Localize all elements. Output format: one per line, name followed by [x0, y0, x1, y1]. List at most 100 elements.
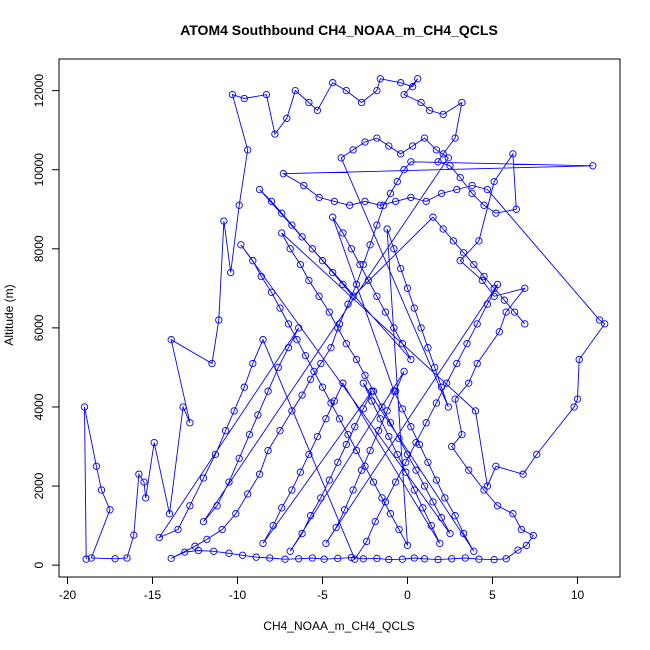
data-point [361, 138, 369, 146]
data-point [342, 86, 350, 95]
data-point [424, 458, 432, 466]
data-point [315, 193, 323, 202]
data-point [186, 502, 194, 510]
data-point [373, 134, 381, 142]
data-point [356, 260, 364, 269]
data-point [381, 308, 390, 316]
data-point [361, 371, 369, 379]
data-point [395, 525, 403, 534]
x-tick-label: 10 [571, 588, 585, 602]
data-point [264, 446, 272, 455]
data-point [339, 280, 347, 289]
data-point [288, 407, 296, 415]
data-point [400, 367, 408, 376]
data-point [465, 379, 473, 387]
data-point [395, 434, 403, 443]
data-point [278, 229, 286, 237]
data-point [335, 320, 344, 328]
data-point [174, 525, 182, 534]
x-tick-label: 5 [489, 588, 496, 602]
data-point [300, 181, 308, 190]
data-point [431, 363, 439, 372]
data-point [347, 553, 356, 562]
data-point [369, 478, 378, 486]
data-point [473, 359, 481, 368]
data-point [305, 450, 313, 459]
data-point [255, 185, 264, 194]
y-tick-label: 4000 [32, 393, 46, 420]
data-point [439, 150, 447, 158]
y-tick-label: 6000 [32, 314, 46, 341]
data-point [589, 162, 597, 170]
data-point [463, 340, 471, 348]
data-point [318, 257, 327, 265]
data-point [368, 387, 376, 395]
data-point [410, 554, 418, 562]
data-point [330, 397, 339, 405]
data-point [441, 494, 449, 502]
data-point [483, 300, 492, 308]
data-point [376, 415, 384, 423]
data-point [514, 546, 522, 554]
data-point [434, 555, 442, 564]
data-point [140, 478, 148, 486]
data-point [415, 440, 424, 449]
data-point [254, 411, 262, 419]
data-point [429, 498, 437, 506]
data-point [267, 197, 276, 206]
data-point [278, 504, 286, 512]
x-tick-label: -20 [59, 588, 77, 602]
data-point [150, 438, 158, 447]
data-point [106, 506, 114, 514]
data-point [232, 510, 240, 518]
data-point [420, 555, 429, 563]
data-point [414, 75, 422, 83]
data-point [407, 355, 415, 364]
data-point [490, 177, 498, 186]
data-point [80, 403, 89, 411]
data-point [437, 189, 446, 198]
y-tick-label: 0 [32, 561, 46, 568]
data-point [521, 320, 529, 328]
data-point [437, 383, 446, 391]
data-point [601, 320, 609, 328]
data-point [390, 387, 398, 395]
data-point [412, 466, 420, 474]
data-point [199, 517, 208, 526]
data-point [425, 106, 434, 115]
data-point [123, 554, 131, 562]
data-point [471, 407, 480, 415]
data-point [325, 308, 333, 316]
data-point [386, 189, 395, 198]
data-point [373, 86, 381, 95]
data-point [397, 79, 405, 87]
data-point [167, 336, 175, 344]
data-point [522, 541, 531, 550]
data-point [417, 98, 425, 107]
data-point [329, 213, 337, 221]
data-point [402, 458, 410, 466]
data-point [240, 94, 248, 103]
data-point [456, 173, 464, 182]
data-point [402, 468, 410, 476]
data-point [376, 201, 384, 209]
data-point [306, 375, 315, 383]
data-point [449, 237, 458, 245]
data-point [371, 517, 379, 526]
data-point [296, 468, 305, 476]
data-point [82, 555, 90, 563]
data-point [373, 554, 381, 563]
data-point [490, 284, 498, 292]
data-point [155, 533, 163, 542]
data-point [385, 432, 393, 441]
data-point [344, 300, 352, 308]
data-point [337, 154, 345, 162]
data-point [510, 308, 519, 316]
data-point [429, 213, 437, 221]
data-point [249, 257, 257, 265]
data-point [295, 324, 303, 332]
data-point [398, 405, 407, 413]
data-point [390, 245, 398, 253]
data-point [446, 162, 454, 170]
